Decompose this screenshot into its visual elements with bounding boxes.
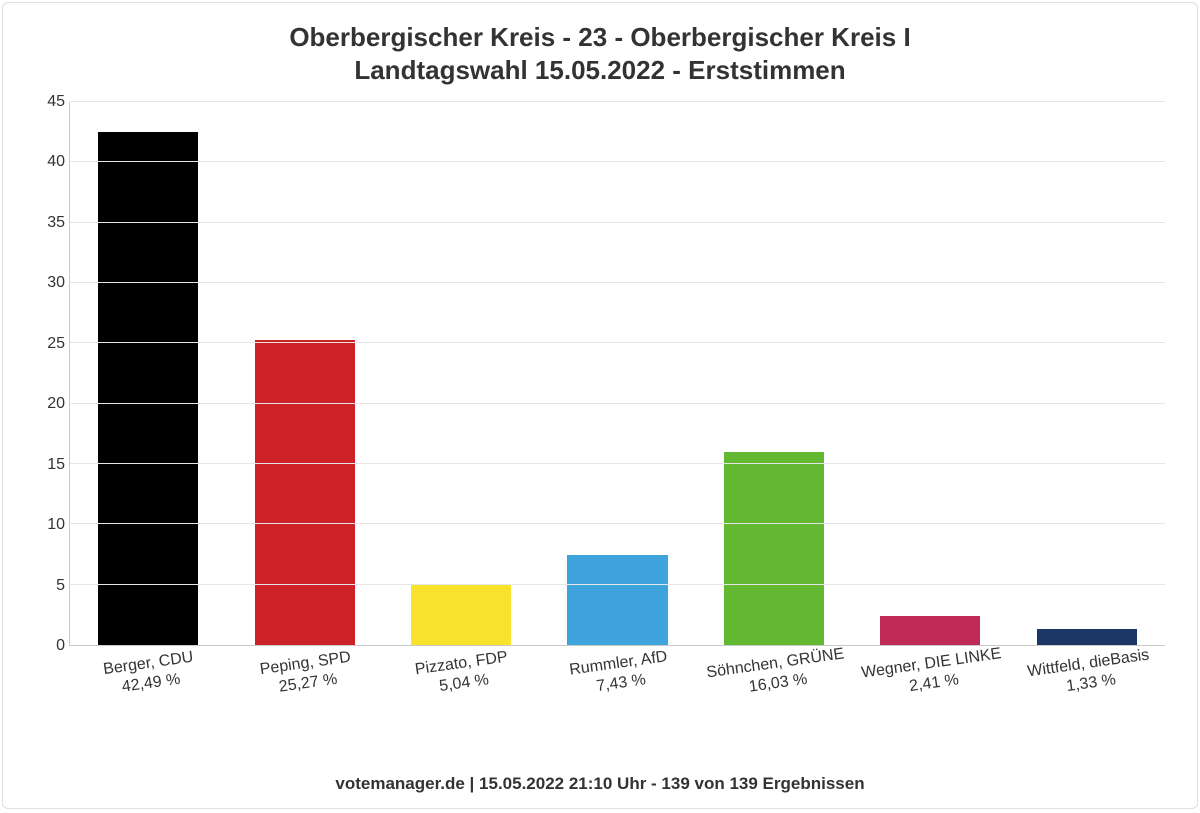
x-label-slot: Söhnchen, GRÜNE16,03 %	[695, 646, 852, 764]
x-tick-label: Wittfeld, dieBasis1,33 %	[1026, 645, 1153, 702]
bar-slot	[696, 102, 852, 645]
bar-slot	[852, 102, 1008, 645]
gridline	[70, 523, 1165, 524]
bar-slot	[383, 102, 539, 645]
chart-area: 051015202530354045 Berger, CDU42,49 %Pep…	[21, 98, 1179, 764]
bar-slot	[1009, 102, 1165, 645]
x-label-slot: Wegner, DIE LINKE2,41 %	[852, 646, 1009, 764]
x-tick-label: Peping, SPD25,27 %	[259, 648, 355, 700]
bar-slot	[70, 102, 226, 645]
gridline	[70, 222, 1165, 223]
chart-title-line2: Landtagswahl 15.05.2022 - Erststimmen	[354, 55, 845, 85]
gridline	[70, 101, 1165, 102]
chart-title-line1: Oberbergischer Kreis - 23 - Oberbergisch…	[289, 22, 910, 52]
bars-container	[70, 102, 1165, 645]
chart-title: Oberbergischer Kreis - 23 - Oberbergisch…	[21, 21, 1179, 86]
y-tick-label: 5	[21, 577, 65, 595]
y-tick-label: 35	[21, 214, 65, 232]
x-label-slot: Berger, CDU42,49 %	[69, 646, 226, 764]
gridline	[70, 584, 1165, 585]
y-tick-label: 45	[21, 93, 65, 111]
x-label-slot: Rummler, AfD7,43 %	[539, 646, 696, 764]
y-tick-label: 30	[21, 274, 65, 292]
x-tick-label: Söhnchen, GRÜNE16,03 %	[705, 644, 848, 703]
gridline	[70, 161, 1165, 162]
x-label-slot: Peping, SPD25,27 %	[226, 646, 383, 764]
x-tick-label: Rummler, AfD7,43 %	[568, 647, 671, 700]
y-tick-label: 15	[21, 456, 65, 474]
x-axis-labels: Berger, CDU42,49 % Peping, SPD25,27 % Pizz…	[69, 646, 1165, 764]
bar	[255, 340, 355, 645]
bar	[98, 132, 198, 645]
gridline	[70, 403, 1165, 404]
chart-footer: votemanager.de | 15.05.2022 21:10 Uhr - …	[21, 768, 1179, 798]
plot-box	[69, 102, 1165, 646]
chart-card: Oberbergischer Kreis - 23 - Oberbergisch…	[2, 2, 1198, 809]
bar	[567, 555, 667, 645]
bar-slot	[539, 102, 695, 645]
y-tick-label: 40	[21, 153, 65, 171]
bar	[724, 452, 824, 645]
bar	[880, 616, 980, 645]
y-tick-label: 25	[21, 335, 65, 353]
x-label-slot: Wittfeld, dieBasis1,33 %	[1008, 646, 1165, 764]
x-tick-label: Pizzato, FDP5,04 %	[414, 648, 512, 701]
x-label-slot: Pizzato, FDP5,04 %	[382, 646, 539, 764]
bar	[1037, 629, 1137, 645]
bar-slot	[226, 102, 382, 645]
y-tick-label: 10	[21, 516, 65, 534]
y-tick-label: 0	[21, 637, 65, 655]
y-tick-label: 20	[21, 395, 65, 413]
x-tick-label: Berger, CDU42,49 %	[102, 648, 197, 700]
gridline	[70, 282, 1165, 283]
bar	[411, 584, 511, 645]
gridline	[70, 342, 1165, 343]
x-tick-label: Wegner, DIE LINKE2,41 %	[860, 644, 1005, 703]
gridline	[70, 463, 1165, 464]
